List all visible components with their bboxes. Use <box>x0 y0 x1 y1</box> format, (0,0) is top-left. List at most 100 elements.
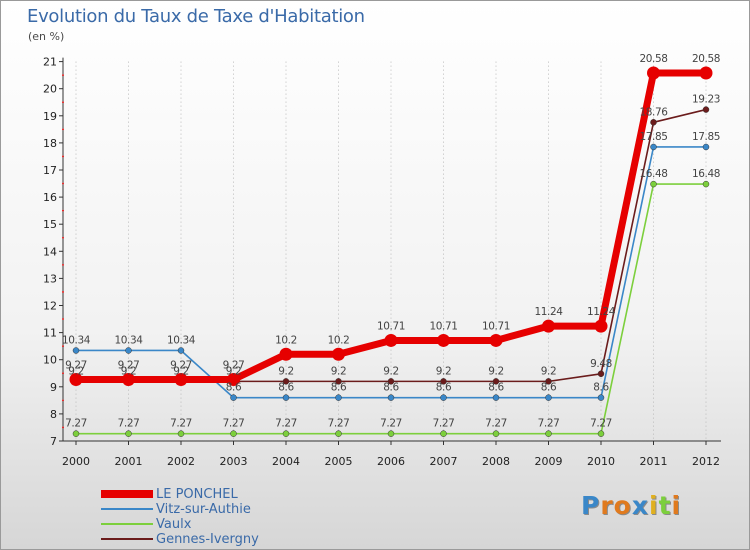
data-point-gennes-ivergny <box>282 378 290 385</box>
y-tick-label: 11 <box>43 327 57 340</box>
x-tick-label: 2006 <box>377 455 405 468</box>
data-point-vitz-sur-authie <box>702 143 710 151</box>
data-label-le-ponchel: 10.71 <box>482 320 510 332</box>
x-tick-label: 2005 <box>325 455 353 468</box>
data-label-vitz-sur-authie: 17.85 <box>639 131 667 143</box>
data-point-vitz-sur-authie <box>597 394 605 401</box>
y-tick-label: 19 <box>43 110 57 123</box>
data-point-vitz-sur-authie <box>650 143 657 151</box>
data-label-vaulx: 7.27 <box>65 418 87 430</box>
proxiti-logo: Proxiti <box>581 491 681 520</box>
x-tick-label: 2010 <box>587 455 615 468</box>
y-tick-label: 8 <box>50 408 57 421</box>
data-label-le-ponchel: 10.2 <box>328 334 350 346</box>
data-label-vitz-sur-authie: 8.6 <box>593 382 609 394</box>
data-point-vitz-sur-authie <box>72 347 80 354</box>
y-tick-label: 10 <box>43 354 57 367</box>
data-point-gennes-ivergny <box>650 119 657 126</box>
x-tick-label: 2003 <box>220 455 248 468</box>
data-point-vaulx <box>597 430 605 437</box>
y-minor-tick-dot <box>62 263 64 266</box>
data-label-gennes-ivergny: 9.2 <box>541 365 557 377</box>
chart-title: Evolution du Taux de Taxe d'Habitation <box>27 6 365 27</box>
y-minor-tick-dot <box>62 345 64 348</box>
legend-label-vitz-sur-authie: Vitz-sur-Authie <box>156 502 251 517</box>
data-label-vitz-sur-authie: 10.34 <box>62 334 91 346</box>
legend-swatch-le-ponchel <box>101 490 153 498</box>
data-point-le-ponchel <box>384 333 398 347</box>
data-point-le-ponchel <box>227 372 240 386</box>
data-label-vitz-sur-authie: 10.34 <box>167 334 196 346</box>
data-label-le-ponchel: 9.27 <box>118 359 140 371</box>
x-tick-label: 2012 <box>692 455 720 468</box>
data-label-vaulx: 7.27 <box>590 418 612 430</box>
y-tick-label: 12 <box>43 300 57 313</box>
data-label-vaulx: 7.27 <box>433 418 455 430</box>
data-label-vaulx: 7.27 <box>538 418 560 430</box>
y-tick-label: 16 <box>43 191 57 204</box>
data-label-vitz-sur-authie: 8.6 <box>541 382 557 394</box>
logo-letter: r <box>600 491 614 520</box>
data-label-vaulx: 16.48 <box>639 168 667 180</box>
y-minor-tick-dot <box>62 101 64 104</box>
data-point-gennes-ivergny <box>545 378 552 385</box>
data-point-gennes-ivergny <box>335 378 342 385</box>
y-minor-tick-dot <box>62 372 64 375</box>
data-point-vaulx <box>177 430 185 437</box>
data-label-vaulx: 16.48 <box>692 168 720 180</box>
data-point-le-ponchel <box>69 372 83 386</box>
x-tick-label: 2002 <box>167 455 195 468</box>
data-point-vaulx <box>125 430 132 437</box>
data-point-gennes-ivergny <box>702 106 710 113</box>
x-tick-label: 2008 <box>482 455 510 468</box>
data-point-gennes-ivergny <box>597 370 605 378</box>
y-minor-tick-dot <box>62 426 64 429</box>
x-tick-label: 2001 <box>115 455 143 468</box>
data-point-le-ponchel <box>437 333 450 347</box>
legend-swatch-gennes-ivergny <box>101 538 153 540</box>
data-label-vitz-sur-authie: 10.34 <box>114 334 143 346</box>
data-label-le-ponchel: 10.71 <box>377 320 405 332</box>
data-label-vaulx: 7.27 <box>223 418 245 430</box>
data-label-vaulx: 7.27 <box>170 418 192 430</box>
data-label-le-ponchel: 10.2 <box>275 334 297 346</box>
y-minor-tick-dot <box>62 399 64 402</box>
data-label-le-ponchel: 9.27 <box>65 359 87 371</box>
data-label-le-ponchel: 20.58 <box>639 53 667 65</box>
data-label-gennes-ivergny: 9.2 <box>436 365 452 377</box>
data-label-vaulx: 7.27 <box>118 418 140 430</box>
data-point-vitz-sur-authie <box>387 394 395 401</box>
data-label-vitz-sur-authie: 8.6 <box>488 382 504 394</box>
logo-letter: t <box>658 491 672 520</box>
data-point-vitz-sur-authie <box>230 394 237 401</box>
data-point-le-ponchel <box>489 333 503 347</box>
data-label-gennes-ivergny: 19.23 <box>692 94 720 106</box>
y-tick-label: 7 <box>50 435 57 448</box>
data-label-gennes-ivergny: 9.48 <box>590 358 612 370</box>
data-label-vaulx: 7.27 <box>328 418 350 430</box>
y-minor-tick-dot <box>62 155 64 158</box>
data-point-vaulx <box>545 430 552 437</box>
y-tick-label: 17 <box>43 164 57 177</box>
x-tick-label: 2007 <box>430 455 458 468</box>
data-point-vaulx <box>492 430 500 437</box>
y-tick-label: 20 <box>43 83 57 96</box>
y-minor-tick-dot <box>62 318 64 320</box>
y-minor-tick-dot <box>62 74 64 77</box>
data-label-le-ponchel: 20.58 <box>692 53 720 65</box>
x-tick-label: 2000 <box>62 455 90 468</box>
legend-label-gennes-ivergny: Gennes-Ivergny <box>156 532 259 547</box>
data-point-vaulx <box>72 430 80 437</box>
data-point-gennes-ivergny <box>387 378 395 385</box>
data-label-gennes-ivergny: 9.2 <box>121 365 137 377</box>
y-tick-label: 18 <box>43 137 57 150</box>
data-label-gennes-ivergny: 9.2 <box>383 365 399 377</box>
data-label-gennes-ivergny: 9.2 <box>488 365 504 377</box>
data-label-vaulx: 7.27 <box>380 418 402 430</box>
logo-letter: i <box>671 491 682 520</box>
x-tick-label: 2011 <box>640 455 668 468</box>
data-point-gennes-ivergny <box>440 378 447 385</box>
data-label-vitz-sur-authie: 8.6 <box>331 382 347 394</box>
data-point-vaulx <box>282 430 290 437</box>
